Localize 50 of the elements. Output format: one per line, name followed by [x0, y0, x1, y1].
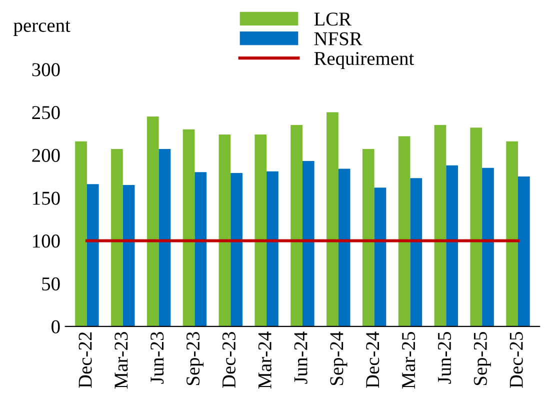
bar — [182, 129, 195, 326]
bar — [218, 134, 231, 326]
bar — [482, 168, 494, 326]
legend-label: Requirement — [314, 52, 414, 70]
x-tick-label: Dec-22 — [78, 332, 92, 388]
bar — [111, 149, 123, 326]
bar — [398, 136, 410, 326]
bar — [410, 178, 422, 326]
bar — [506, 141, 518, 326]
bar — [86, 184, 99, 326]
x-tick-label: Sep-24 — [330, 332, 348, 386]
x-tick-label: Mar-23 — [114, 332, 128, 389]
bar — [266, 171, 278, 326]
bar — [374, 188, 386, 326]
y-tick-label: 50 — [42, 277, 60, 290]
bar — [338, 168, 350, 326]
bar — [254, 134, 267, 326]
y-axis-title: percent — [14, 20, 70, 36]
bar — [470, 128, 482, 326]
bar — [290, 125, 302, 326]
bar — [158, 149, 171, 326]
y-tick-label: 200 — [32, 148, 60, 162]
x-tick-label: Mar-25 — [402, 332, 416, 389]
bar — [122, 185, 135, 326]
x-tick-label: Dec-25 — [510, 332, 523, 388]
bar — [194, 172, 207, 326]
legend-label: NFSR — [314, 32, 362, 46]
x-tick-label: Dec-24 — [366, 332, 380, 388]
bar — [326, 112, 338, 326]
legend-label: LCR — [314, 12, 352, 26]
bar — [146, 116, 159, 326]
x-tick-label: Dec-23 — [222, 332, 236, 388]
x-tick-label: Jun-23 — [150, 332, 164, 384]
x-tick-label: Jun-25 — [438, 332, 452, 384]
bar — [518, 176, 530, 326]
x-tick-label: Jun-24 — [294, 332, 308, 384]
bar — [446, 165, 458, 326]
bar — [362, 149, 374, 326]
x-tick-label: Sep-23 — [186, 332, 204, 386]
bar — [434, 125, 446, 326]
y-tick-label: 300 — [32, 63, 60, 76]
bar — [302, 161, 314, 326]
bar — [230, 173, 242, 326]
x-tick-label: Sep-25 — [474, 332, 491, 386]
y-tick-label: 150 — [33, 192, 60, 205]
x-tick-label: Mar-24 — [258, 332, 272, 389]
y-tick-label: 0 — [52, 320, 60, 334]
bar — [75, 141, 87, 326]
y-tick-label: 100 — [33, 234, 60, 248]
y-tick-label: 250 — [32, 106, 60, 120]
